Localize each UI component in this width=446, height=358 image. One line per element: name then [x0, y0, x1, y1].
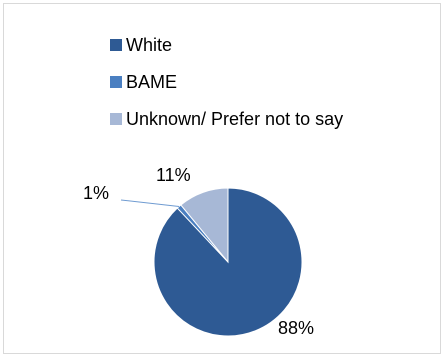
legend-swatch-white [110, 39, 122, 51]
legend-label-unknown: Unknown/ Prefer not to say [126, 108, 344, 129]
legend-swatch-unknown [110, 113, 122, 125]
legend-swatch-bame [110, 76, 122, 88]
data-label-bame: 1% [83, 183, 109, 203]
legend-item-bame: BAME [110, 72, 177, 92]
legend-label-white: White [126, 34, 173, 55]
legend-label-bame: BAME [126, 71, 178, 92]
leader-line-bame [120, 199, 180, 207]
legend-item-unknown: Unknown/ Prefer not to say [110, 109, 343, 129]
data-label-unknown: 11% [156, 165, 191, 185]
legend-item-white: White [110, 35, 172, 55]
pie-slice-unknown [180, 187, 229, 264]
data-label-white: 88% [278, 318, 314, 338]
